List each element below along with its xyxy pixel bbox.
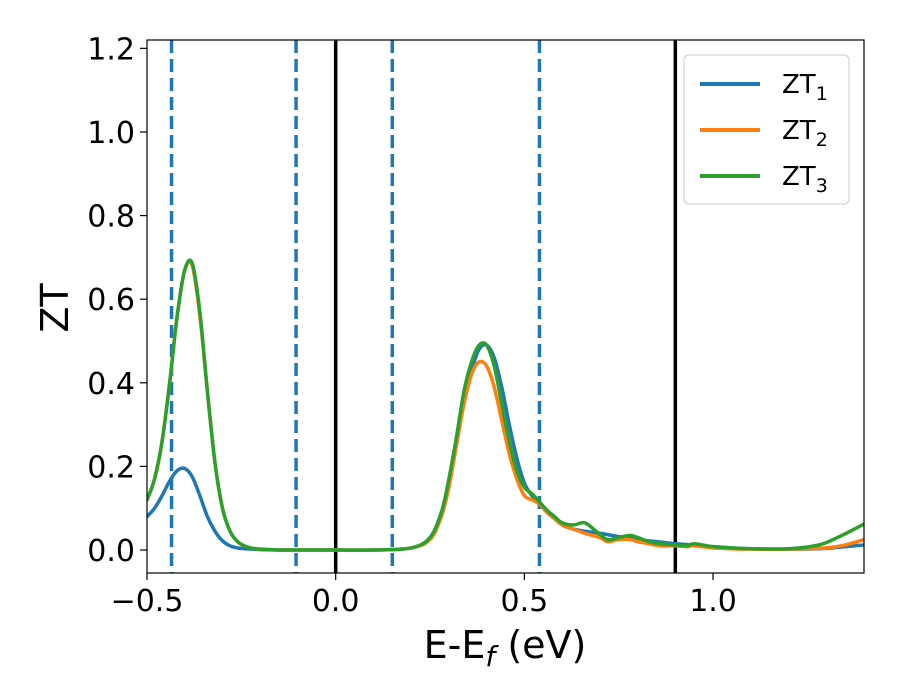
x-tick-label: 0.5 [501, 584, 549, 619]
reference-lines [169, 40, 678, 573]
legend: ZT1 ZT2 ZT3 [683, 54, 850, 205]
plot-frame [146, 39, 865, 574]
y-tick-label: 0.0 [87, 534, 135, 569]
legend-label-zt2: ZT2 [782, 116, 828, 151]
y-tick-label: 0.8 [87, 200, 135, 235]
y-tick-label: 0.2 [87, 450, 135, 485]
legend-label-zt3: ZT3 [782, 162, 828, 197]
x-tick-label: 0.0 [312, 584, 360, 619]
y-axis-label: ZT [33, 283, 77, 333]
x-axis: −0.5 0.0 0.5 1.0 [111, 573, 737, 619]
y-tick-label: 0.4 [87, 367, 135, 402]
series-line-zt3 [147, 258, 864, 552]
y-tick-label: 0.6 [87, 283, 135, 318]
x-axis-label-unit: (eV) [495, 623, 586, 667]
y-axis: 0.0 0.2 0.4 0.6 0.8 1.0 1.2 [87, 32, 147, 569]
x-tick-label: 1.0 [689, 584, 737, 619]
legend-label-zt1: ZT1 [782, 70, 828, 105]
x-tick-label: −0.5 [111, 584, 184, 619]
series-layer [147, 258, 864, 552]
legend-box [683, 54, 850, 205]
y-tick-label: 1.0 [87, 116, 135, 151]
y-tick-label: 1.2 [87, 32, 135, 67]
x-axis-label-main: E-E [424, 623, 486, 667]
x-axis-label: E-Ef (eV) [424, 623, 587, 673]
